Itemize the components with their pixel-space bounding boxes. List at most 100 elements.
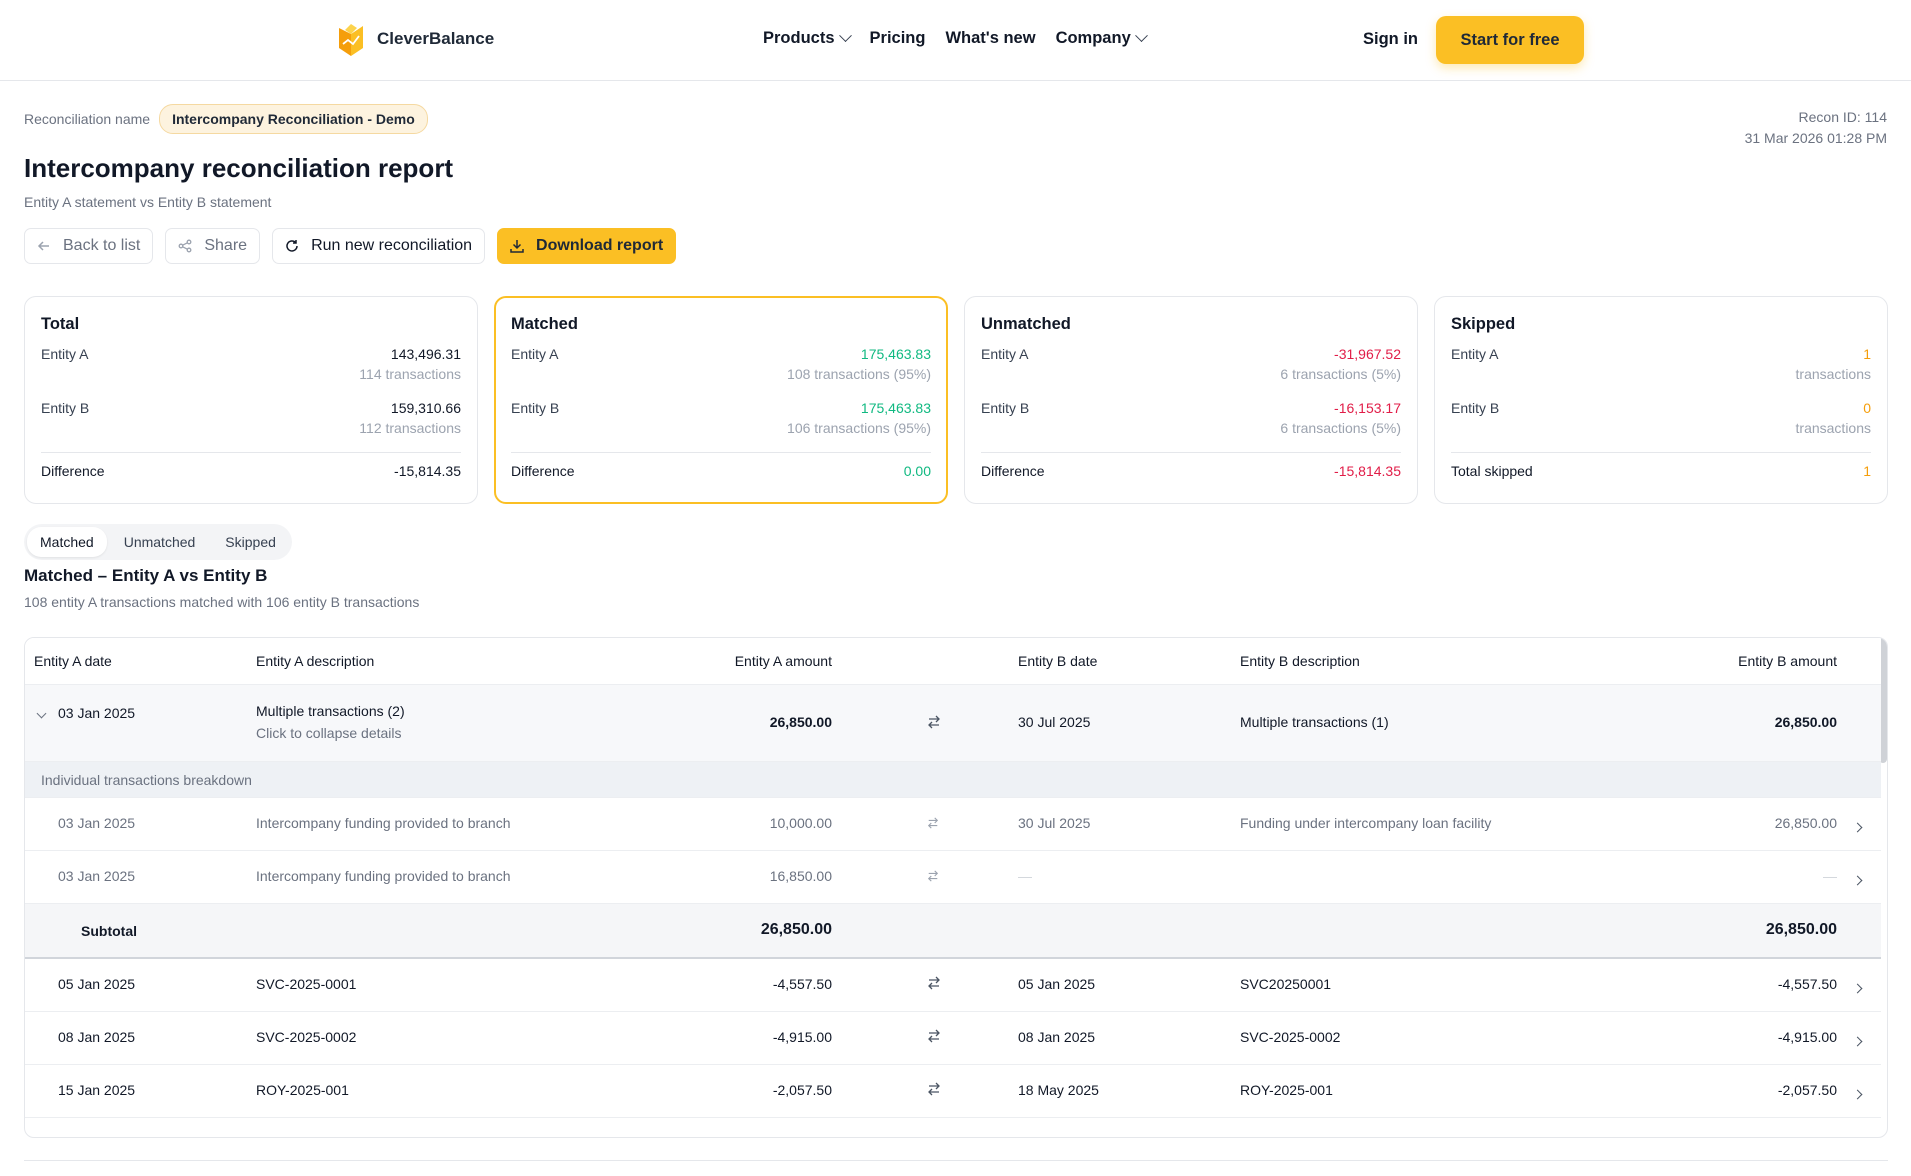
sub-a-date: 03 Jan 2025 — [58, 868, 136, 884]
entity-a-value: -31,967.52 — [1334, 346, 1401, 362]
match-swap-icon — [927, 816, 939, 832]
entity-a-value: 175,463.83 — [860, 346, 931, 362]
entity-b-value: 159,310.66 — [390, 400, 461, 416]
chevron-right-icon[interactable] — [1852, 979, 1863, 995]
chevron-right-icon[interactable] — [1852, 871, 1863, 887]
total-skipped-label: Total skipped — [1451, 463, 1533, 479]
start-free-button[interactable]: Start for free — [1436, 16, 1584, 64]
chevron-right-icon[interactable] — [1852, 1032, 1863, 1048]
entity-b-count: 6 transactions (5%) — [1280, 420, 1401, 436]
col-entity-a-amount[interactable]: Entity A amount — [734, 653, 832, 669]
entity-b-label: Entity B — [41, 400, 90, 416]
row-b-description: ROY-2025-001 — [1240, 1082, 1333, 1098]
nav-whats-new[interactable]: What's new — [945, 29, 1035, 48]
card-total-title: Total — [41, 315, 80, 333]
breakdown-row[interactable]: 03 Jan 2025 Intercompany funding provide… — [25, 851, 1881, 904]
match-swap-icon — [927, 976, 941, 993]
subtotal-row: Subtotal 26,850.00 26,850.00 — [25, 904, 1881, 959]
card-matched[interactable]: Matched Entity A 175,463.83 108 transact… — [494, 296, 948, 504]
col-entity-a-description[interactable]: Entity A description — [256, 653, 375, 669]
group-row[interactable]: 03 Jan 2025 Multiple transactions (2) Cl… — [25, 685, 1881, 762]
subtotal-a-amount: 26,850.00 — [760, 921, 832, 938]
chevron-down-icon — [838, 29, 852, 43]
download-report-button[interactable]: Download report — [497, 228, 677, 264]
table-header: Entity A date Entity A description Entit… — [25, 638, 1881, 685]
group-b-date: 30 Jul 2025 — [1018, 714, 1091, 730]
card-unmatched[interactable]: Unmatched Entity A -31,967.52 6 transact… — [964, 296, 1418, 504]
action-bar: Back to list Share Run new reconciliatio… — [24, 228, 677, 264]
table-row[interactable]: 08 Jan 2025 SVC-2025-0002 -4,915.00 08 J… — [25, 1012, 1881, 1065]
sign-in-link[interactable]: Sign in — [1363, 30, 1418, 48]
breakdown-row[interactable]: 03 Jan 2025 Intercompany funding provide… — [25, 798, 1881, 851]
sub-a-description: Intercompany funding provided to branch — [256, 815, 511, 831]
nav-products[interactable]: Products — [763, 29, 852, 48]
recon-id: Recon ID: 114 — [1798, 109, 1887, 125]
card-matched-entity-b: Entity B 175,463.83 106 transactions (95… — [511, 398, 931, 452]
sub-a-amount: 16,850.00 — [769, 868, 832, 884]
subtotal-label: Subtotal — [81, 923, 137, 939]
chevron-right-icon[interactable] — [1852, 818, 1863, 834]
run-reconciliation-label: Run new reconciliation — [311, 237, 473, 254]
group-b-amount: 26,850.00 — [1774, 714, 1837, 730]
row-b-amount: -4,915.00 — [1777, 1029, 1837, 1045]
nav-pricing[interactable]: Pricing — [870, 29, 926, 48]
chevron-right-icon[interactable] — [1852, 1085, 1863, 1101]
breakdown-label: Individual transactions breakdown — [41, 772, 252, 788]
subtotal-b-amount: 26,850.00 — [1765, 921, 1837, 938]
brand[interactable]: CleverBalance — [337, 22, 494, 56]
tab-unmatched[interactable]: Unmatched — [123, 534, 196, 550]
entity-a-value: 143,496.31 — [390, 346, 461, 362]
row-a-amount: -4,557.50 — [772, 976, 832, 992]
sub-b-amount: — — [1823, 868, 1837, 884]
tab-skipped[interactable]: Skipped — [225, 534, 276, 550]
nav-company-label: Company — [1055, 29, 1131, 47]
difference-label: Difference — [41, 463, 105, 479]
page-title: Intercompany reconciliation report — [24, 153, 454, 183]
divider — [24, 1160, 1888, 1161]
recon-meta: Recon ID: 114 31 Mar 2026 01:28 PM — [1745, 107, 1887, 149]
nav-company[interactable]: Company — [1055, 29, 1148, 48]
collapse-hint[interactable]: Click to collapse details — [256, 725, 402, 741]
recon-name-label: Reconciliation name — [24, 111, 151, 127]
sub-b-date: 30 Jul 2025 — [1018, 815, 1091, 831]
col-entity-a-date[interactable]: Entity A date — [34, 653, 112, 669]
result-tabs: Matched Unmatched Skipped — [24, 524, 292, 560]
section-subtitle: 108 entity A transactions matched with 1… — [24, 594, 420, 610]
summary-cards: Total Entity A 143,496.31 114 transactio… — [24, 296, 1888, 504]
card-skipped-entity-b: Entity B 0 transactions — [1451, 398, 1871, 452]
table-row[interactable]: 15 Jan 2025 ROY-2025-001 -2,057.50 18 Ma… — [25, 1065, 1881, 1118]
card-unmatched-entity-b: Entity B -16,153.17 6 transactions (5%) — [981, 398, 1401, 452]
card-skipped[interactable]: Skipped Entity A 1 transactions Entity B… — [1434, 296, 1888, 504]
row-b-description: SVC20250001 — [1240, 976, 1332, 992]
row-a-date: 08 Jan 2025 — [58, 1029, 136, 1045]
run-reconciliation-button[interactable]: Run new reconciliation — [272, 228, 486, 264]
breakdown-header: Individual transactions breakdown — [25, 762, 1881, 798]
nav-whats-new-label: What's new — [945, 29, 1036, 47]
entity-a-count: transactions — [1795, 366, 1871, 382]
col-entity-b-date[interactable]: Entity B date — [1018, 653, 1098, 669]
sub-a-date: 03 Jan 2025 — [58, 815, 136, 831]
card-total-difference: Difference -15,814.35 — [41, 453, 461, 479]
divider — [41, 452, 461, 453]
group-a-amount: 26,850.00 — [769, 714, 832, 730]
recon-name-pill: Intercompany Reconciliation - Demo — [159, 104, 428, 134]
card-skipped-entity-a: Entity A 1 transactions — [1451, 344, 1871, 398]
matched-table: Entity A date Entity A description Entit… — [24, 637, 1888, 1138]
collapse-chevron-icon[interactable] — [36, 707, 47, 723]
tab-matched[interactable]: Matched — [27, 527, 107, 557]
entity-b-label: Entity B — [511, 400, 560, 416]
col-entity-b-amount[interactable]: Entity B amount — [1738, 653, 1837, 669]
difference-value: -15,814.35 — [1334, 463, 1401, 479]
table-scrollbar[interactable] — [1879, 638, 1887, 763]
recon-name-row: Reconciliation name Intercompany Reconci… — [24, 104, 428, 134]
card-matched-difference: Difference 0.00 — [511, 453, 931, 479]
col-entity-b-description[interactable]: Entity B description — [1240, 653, 1360, 669]
row-a-amount: -2,057.50 — [772, 1082, 832, 1098]
table-row[interactable]: 05 Jan 2025 SVC-2025-0001 -4,557.50 05 J… — [25, 959, 1881, 1012]
sub-b-description: Funding under intercompany loan facility — [1240, 815, 1492, 831]
back-to-list-button[interactable]: Back to list — [24, 228, 154, 264]
match-swap-icon — [927, 869, 939, 885]
card-total[interactable]: Total Entity A 143,496.31 114 transactio… — [24, 296, 478, 504]
share-button[interactable]: Share — [165, 228, 261, 264]
share-icon — [178, 239, 192, 253]
